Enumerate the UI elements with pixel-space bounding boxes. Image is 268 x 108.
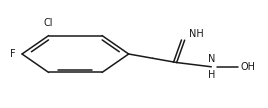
Text: OH: OH — [240, 62, 255, 72]
Text: H: H — [208, 70, 215, 80]
Text: F: F — [10, 49, 15, 59]
Text: Cl: Cl — [44, 18, 53, 28]
Text: NH: NH — [189, 29, 203, 39]
Text: N: N — [208, 54, 215, 64]
